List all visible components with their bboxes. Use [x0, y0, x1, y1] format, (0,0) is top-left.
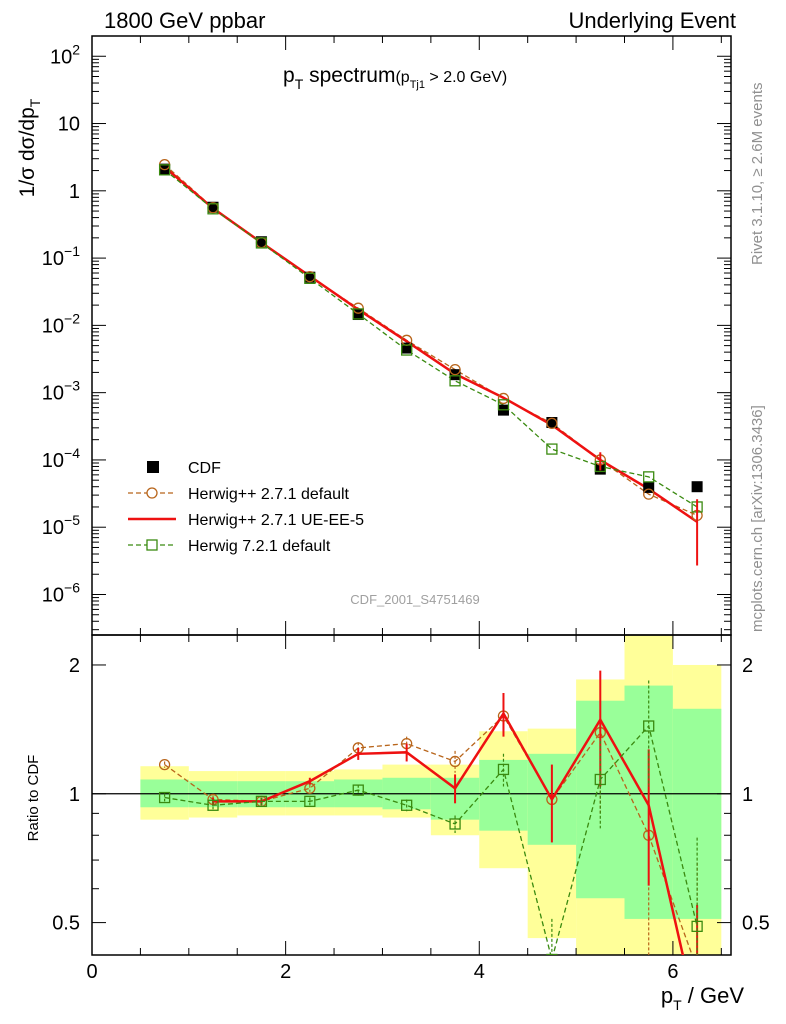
y-tick-label: 10−6	[42, 579, 80, 606]
plot-title: pT spectrum(pTj1 > 2.0 GeV)	[283, 64, 507, 92]
y-tick-label: 1	[69, 181, 80, 203]
series-line-herwig7_default	[164, 169, 698, 508]
legend-label: Herwig++ 2.7.1 default	[188, 486, 350, 503]
marker-herwig7_default	[546, 443, 558, 455]
ratio-series	[158, 670, 703, 974]
legend-label: Herwig++ 2.7.1 UE-EE-5	[188, 512, 364, 529]
x-axis-title: pT / GeV	[661, 983, 744, 1013]
y-tick-label: 10−5	[42, 512, 80, 539]
marker-herwigpp_default	[546, 417, 558, 429]
ratio-marker-herwig7_default	[207, 799, 219, 811]
ratio-marker-herwig7_default	[643, 720, 655, 732]
data-point-data	[304, 271, 316, 283]
ratio-y-tick-label: 2	[69, 655, 80, 677]
header-right: Underlying Event	[568, 8, 736, 33]
ratio-marker-herwig7_default	[304, 795, 316, 808]
ratio-marker-herwig7_default	[255, 795, 268, 808]
legend-label: Herwig 7.2.1 default	[188, 538, 331, 555]
main-series	[158, 158, 703, 566]
marker-herwig7_default	[497, 399, 510, 411]
svg-text:pT spectrum(pTj1 > 2.0 GeV): pT spectrum(pTj1 > 2.0 GeV)	[283, 64, 507, 92]
y-tick-label: 10−4	[42, 445, 80, 472]
ratio-marker-herwigpp_default	[692, 964, 702, 974]
legend-marker-data	[147, 461, 159, 473]
legend-label: CDF	[188, 460, 221, 477]
ratio-marker-herwig7_default	[594, 773, 606, 786]
marker-herwig7_default	[352, 308, 364, 320]
marker-herwigpp_default	[497, 392, 510, 405]
y-tick-label: 102	[50, 41, 80, 68]
marker-herwigpp_default	[352, 302, 364, 314]
marker-herwig7_default	[449, 375, 461, 387]
ratio-marker-herwigpp_default	[158, 758, 171, 771]
y-tick-label: 10	[58, 114, 80, 136]
ratio-uncertainty-bands	[140, 635, 722, 955]
y-axis-title-ratio: Ratio to CDF	[25, 755, 42, 842]
marker-herwigpp_default	[449, 363, 461, 376]
data-point-data	[401, 342, 413, 354]
data-point-data	[352, 309, 364, 321]
svg-text:1/σ dσ/dpT: 1/σ dσ/dpT	[16, 98, 43, 197]
ratio-marker-herwigpp_default	[449, 755, 461, 768]
series-line-herwigpp_default	[164, 164, 698, 516]
plot-title-cut-sub: Tj1	[410, 79, 425, 91]
ratio-frame	[91, 634, 732, 956]
data-point-data	[643, 481, 655, 493]
ratio-marker-herwig7_default	[352, 784, 364, 796]
rivet-version: Rivet 3.1.10, ≥ 2.6M events	[749, 83, 766, 266]
marker-herwig7_default	[401, 344, 413, 356]
x-tick-label: 6	[667, 961, 678, 983]
marker-herwigpp_default	[643, 488, 655, 500]
ratio-y-tick-label: 1	[69, 784, 80, 806]
analysis-id: CDF_2001_S4751469	[350, 592, 479, 607]
data-point-data	[255, 236, 267, 248]
ratio-marker-herwig7_default	[158, 791, 171, 804]
ratio-marker-herwig7_default	[546, 953, 558, 955]
ratio-line-herwig7_default	[164, 724, 698, 955]
marker-herwig7_default	[207, 203, 219, 215]
legend-marker-herwig7_default	[146, 539, 158, 551]
ratio-y-tick-label-right: 2	[742, 655, 753, 677]
data-point-data	[546, 417, 558, 429]
ratio-marker-herwig7_default	[401, 799, 413, 811]
plot-title-main-sub: T	[295, 76, 304, 92]
y-tick-label: 10−3	[42, 378, 80, 405]
mcplots-credit: mcplots.cern.ch [arXiv:1306.3436]	[749, 405, 766, 632]
x-tick-label: 2	[280, 961, 291, 983]
legend: CDF Herwig++ 2.7.1 default Herwig++ 2.7.1 …	[128, 460, 364, 555]
y-tick-label: 10−1	[42, 243, 80, 270]
plot-title-main-rest: spectrum	[303, 64, 395, 87]
ratio-y-tick-label-right: 1	[742, 784, 753, 806]
marker-herwig7_default	[304, 272, 316, 284]
plot-title-cut-rest: > 2.0 GeV)	[425, 69, 507, 86]
marker-herwig7_default	[643, 471, 655, 483]
data-point-data	[691, 481, 703, 493]
marker-herwig7_default	[255, 237, 268, 249]
ratio-marker-herwig7_default	[691, 920, 703, 933]
y-axis-title-main-sub: T	[27, 98, 43, 107]
y-axis-title-main: 1/σ dσ/dpT	[16, 98, 43, 197]
svg-text:pT / GeV: pT / GeV	[661, 983, 744, 1013]
plot-title-main: p	[283, 64, 295, 87]
ratio-marker-herwig7_default	[449, 818, 461, 830]
x-axis-title-sub: T	[673, 997, 682, 1013]
series-line-herwigpp_ueee5	[163, 166, 698, 523]
y-axis-title-main-text: 1/σ dσ/dp	[16, 107, 39, 197]
ratio-y-tick-label: 0.5	[52, 913, 80, 935]
x-tick-label: 0	[86, 961, 97, 983]
marker-herwig7_default	[158, 164, 171, 176]
axes: 0 2 4 6 10−6 10−5 10−4 10−3 10−2 10−1 1 10 102 0.5 0.5…	[42, 35, 770, 983]
legend-marker-herwigpp_default	[146, 487, 158, 499]
x-tick-label: 4	[474, 961, 485, 983]
plot-title-cut: (p	[395, 69, 409, 86]
band-green	[672, 708, 722, 919]
x-axis-title-rest: / GeV	[682, 983, 745, 1008]
x-axis-title-text: p	[661, 983, 673, 1008]
ratio-marker-herwig7_default	[497, 763, 510, 776]
data-point-data	[207, 201, 219, 213]
y-tick-label: 10−2	[42, 310, 80, 337]
ratio-y-tick-label-right: 0.5	[742, 913, 770, 935]
header-left: 1800 GeV ppbar	[104, 8, 265, 33]
